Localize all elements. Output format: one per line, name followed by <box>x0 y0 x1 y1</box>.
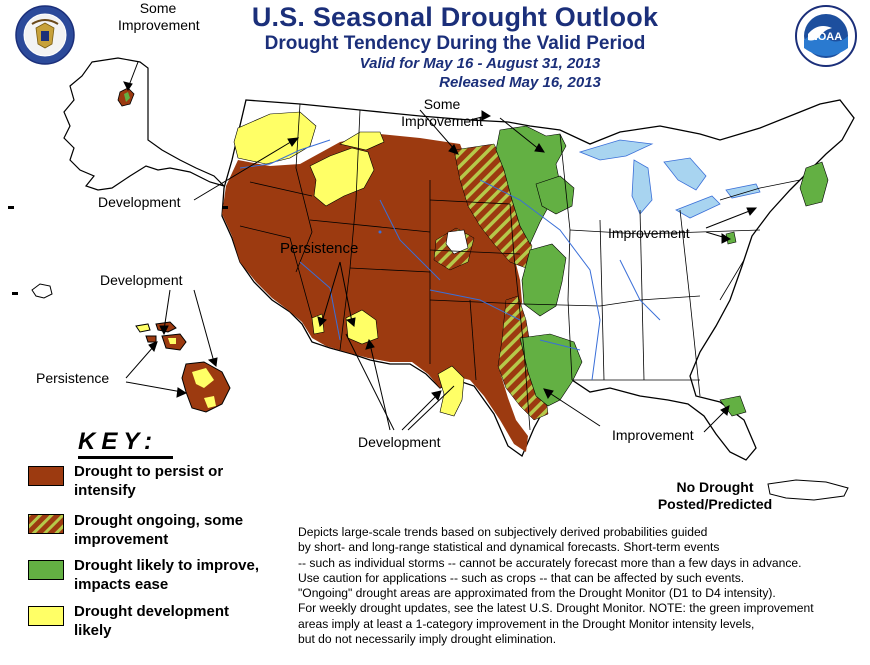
rivers <box>239 139 661 381</box>
label-some-improvement-plains: Some Improvement <box>401 96 483 129</box>
noaa-text: NOAA <box>810 31 842 43</box>
label-development-south: Development <box>358 434 441 450</box>
state-boundaries <box>239 103 801 431</box>
label-improvement-florida: Improvement <box>612 427 694 443</box>
key-swatch-persist <box>28 466 64 486</box>
label-persistence-west: Persistence <box>280 240 359 257</box>
label-improvement-east: Improvement <box>608 225 690 241</box>
label-development-west: Development <box>98 194 181 210</box>
development-areas <box>233 111 465 417</box>
key-item-develop: Drought development likely <box>74 603 230 639</box>
key-swatch-develop <box>28 606 64 626</box>
valid-period: Valid for May 16 - August 31, 2013 <box>359 55 601 72</box>
label-alaska-some-improvement: Some Improvement <box>118 0 200 33</box>
key-swatch-ongoing <box>28 514 64 534</box>
map-title: U.S. Seasonal Drought Outlook <box>251 2 659 32</box>
puerto-rico-region <box>767 479 849 501</box>
noaa-logo: NOAA <box>795 5 857 67</box>
key-item-persist: Drought to persist or intensify <box>74 463 224 499</box>
key-item-improve: Drought likely to improve, impacts ease <box>74 557 260 593</box>
key-title: KEY: <box>78 428 159 455</box>
description-text: Depicts large-scale trends based on subj… <box>298 525 814 647</box>
hawaii-region <box>31 283 231 413</box>
key-underline <box>78 456 173 459</box>
map-subtitle: Drought Tendency During the Valid Period <box>264 33 646 54</box>
release-date: Released May 16, 2013 <box>439 74 601 91</box>
label-development-hawaii: Development <box>100 272 183 288</box>
leader-lines <box>123 61 758 433</box>
label-persistence-hawaii: Persistence <box>36 370 110 386</box>
improvement-areas <box>495 125 829 417</box>
key-swatch-improve <box>28 560 64 580</box>
label-no-drought: No Drought Posted/Predicted <box>657 479 773 512</box>
key-item-ongoing: Drought ongoing, some improvement <box>74 512 244 548</box>
seal-icon <box>15 5 75 65</box>
alaska-region <box>63 57 227 191</box>
